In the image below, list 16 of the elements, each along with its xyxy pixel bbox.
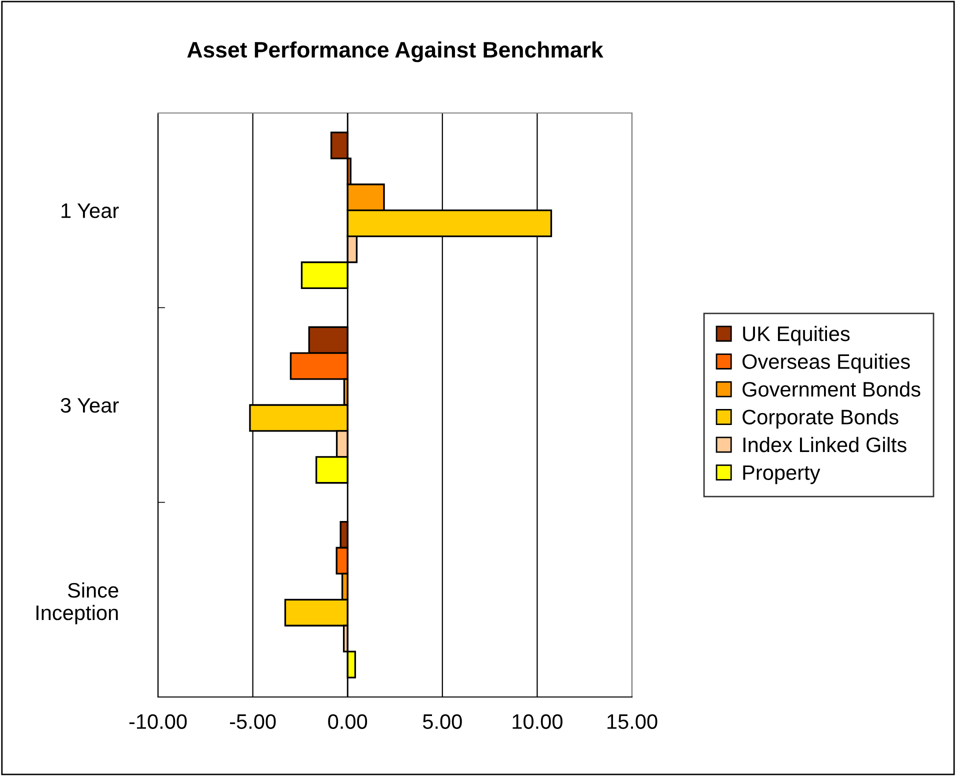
legend-label: Index Linked Gilts xyxy=(743,436,906,452)
x-tick-label: -5.00 xyxy=(230,714,276,729)
y-tick-label: 1 Year xyxy=(62,204,119,218)
x-tick-label: 0.00 xyxy=(328,714,368,729)
chart-title: Asset Performance Against Benchmark xyxy=(187,41,604,62)
x-tick-label: 5.00 xyxy=(422,714,462,729)
x-tick-label: -10.00 xyxy=(129,714,187,729)
y-tick-label: 3 Year xyxy=(60,398,119,413)
legend-label: Property xyxy=(743,465,820,484)
y-tick-label: Since Inception xyxy=(36,582,118,624)
x-tick-label: 15.00 xyxy=(608,714,658,729)
legend-label: Overseas Equities xyxy=(742,354,910,374)
x-tick-label: 10.00 xyxy=(512,714,562,729)
legend-label: Government Bonds xyxy=(742,381,920,397)
legend-label: UK Equities xyxy=(743,326,850,346)
legend-label: Corporate Bonds xyxy=(742,409,898,429)
